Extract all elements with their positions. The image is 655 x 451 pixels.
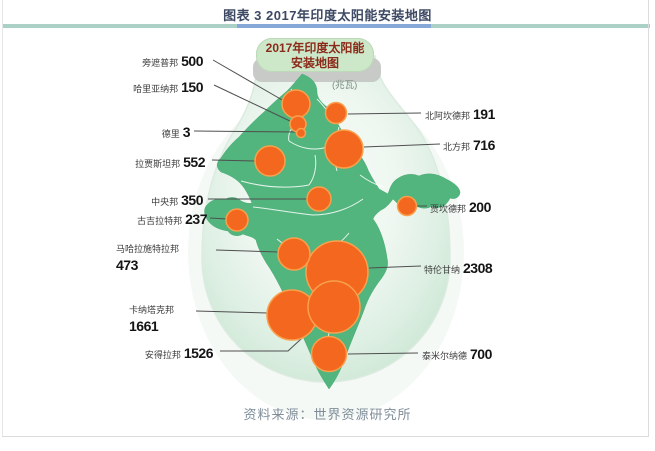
state-name: 卡纳塔克邦 [129, 305, 175, 315]
state-value: 2308 [463, 260, 493, 276]
state-value: 200 [469, 199, 491, 215]
unit-label: (兆瓦) [332, 80, 358, 91]
state-label-haryana: 哈里亚纳邦 150 [133, 79, 203, 95]
leader-rajasthan [211, 159, 257, 162]
state-name: 贾坎德邦 [430, 204, 467, 214]
page-border-left [2, 0, 3, 437]
state-label-madhya-pradesh: 中央邦 350 [151, 192, 203, 208]
leader-lines [193, 59, 441, 355]
bubble-uttar-pradesh [324, 129, 364, 169]
state-value: 552 [183, 154, 205, 170]
state-label-tamil-nadu: 泰米尔纳德 700 [422, 346, 492, 362]
map-title-line2: 安装地图 [290, 56, 339, 70]
state-name: 拉贾斯坦邦 [135, 159, 181, 169]
state-name: 旁遮普邦 [142, 58, 179, 68]
leader-karnataka [195, 310, 269, 314]
state-label-jharkhand: 贾坎德邦 200 [430, 199, 491, 215]
state-name: 特伦甘纳 [424, 265, 461, 275]
state-label-karnataka: 卡纳塔克邦 1661 [129, 303, 174, 334]
leader-uttar-pradesh [363, 143, 441, 148]
leader-delhi [193, 130, 300, 133]
leader-tamil-nadu [347, 352, 419, 355]
state-value: 500 [181, 53, 203, 69]
state-label-andhra-pradesh: 安得拉邦 1526 [144, 345, 214, 361]
state-value: 1661 [129, 318, 159, 334]
state-label-gujarat: 古吉拉特邦 237 [137, 211, 207, 227]
bubble-tamil-nadu [310, 335, 348, 373]
page-border-right [648, 0, 649, 437]
state-label-punjab: 旁遮普邦 500 [142, 53, 203, 69]
state-value: 350 [181, 192, 203, 208]
state-label-uttarakhand: 北阿坎德邦 191 [425, 106, 495, 122]
state-label-uttar-pradesh: 北方邦 716 [443, 137, 495, 153]
leader-haryana [213, 84, 291, 122]
state-name: 泰米尔纳德 [422, 351, 468, 361]
map-title-pill: 2017年印度太阳能 安装地图 [256, 38, 374, 72]
bubble-jharkhand [396, 195, 418, 217]
state-name: 哈里亚纳邦 [133, 84, 179, 94]
bubble-madhya-pradesh [306, 186, 332, 212]
state-value: 473 [116, 257, 138, 273]
state-value: 237 [185, 211, 207, 227]
state-name: 马哈拉施特拉邦 [116, 244, 180, 254]
leader-maharashtra [215, 249, 280, 253]
source-note: 资料来源：世界资源研究所 [243, 407, 412, 422]
state-value: 3 [182, 124, 191, 140]
figure-caption: 图表 3 2017年印度太阳能安装地图 [223, 8, 432, 23]
state-value: 191 [473, 106, 495, 122]
state-name: 古吉拉特邦 [137, 216, 183, 226]
state-name: 北阿坎德邦 [425, 111, 471, 121]
state-label-delhi: 德里 3 [161, 124, 191, 140]
state-name: 德里 [161, 129, 180, 139]
bubble-andhra-pradesh [307, 280, 361, 334]
bubble-uttarakhand [324, 101, 348, 125]
state-label-rajasthan: 拉贾斯坦邦 552 [135, 154, 205, 170]
leader-uttarakhand [347, 112, 422, 115]
bubble-rajasthan [254, 145, 286, 177]
bubble-punjab [281, 89, 311, 119]
state-name: 中央邦 [151, 197, 179, 207]
capacity-bubbles [225, 89, 418, 373]
state-value: 716 [473, 137, 495, 153]
state-value: 1526 [183, 345, 214, 361]
state-name: 北方邦 [443, 142, 471, 152]
page-border-bottom [2, 436, 649, 437]
leader-punjab [212, 59, 285, 102]
state-value: 150 [181, 79, 203, 95]
state-label-telangana: 特伦甘纳 2308 [424, 260, 493, 276]
state-label-maharashtra: 马哈拉施特拉邦 473 [116, 242, 179, 273]
map-title-line1: 2017年印度太阳能 [265, 41, 365, 55]
bubble-delhi [295, 127, 307, 139]
state-name: 安得拉邦 [144, 350, 181, 360]
state-value: 700 [470, 346, 492, 362]
bubble-gujarat [225, 208, 249, 232]
bubble-maharashtra [277, 237, 311, 271]
leader-telangana [368, 265, 422, 269]
divider-bar-active-segment [237, 24, 431, 28]
leader-gujarat [209, 217, 228, 220]
